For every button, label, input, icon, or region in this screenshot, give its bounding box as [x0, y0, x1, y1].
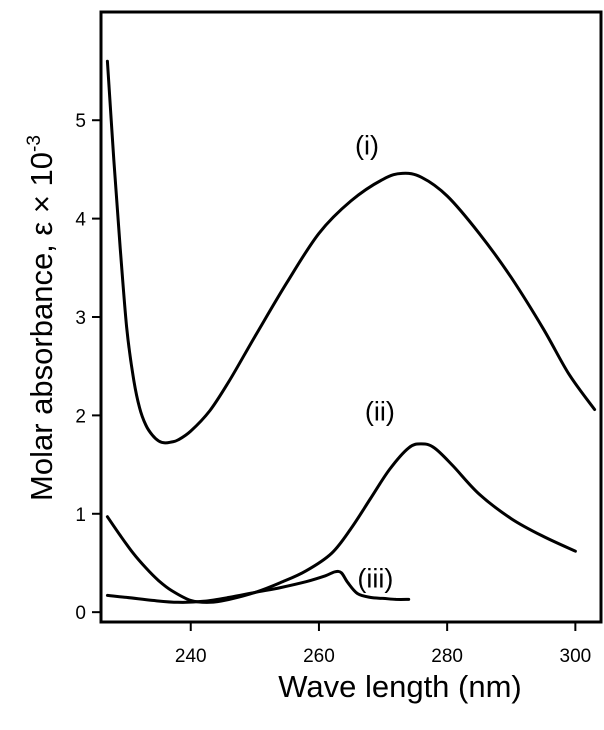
curve-iii: [105, 569, 411, 604]
y-tick-label: 0: [75, 603, 86, 624]
curve-i: [105, 59, 597, 445]
y-tick-label: 2: [75, 406, 86, 427]
curve-group: [105, 59, 597, 604]
x-tick-label: 240: [175, 646, 207, 667]
label-iii: (iii): [357, 564, 393, 594]
x-tick-label: 300: [560, 646, 592, 667]
annotation-group: (i) (ii) (iii): [355, 131, 395, 594]
curve-ii: [105, 442, 577, 604]
x-axis-label: Wave length (nm): [278, 669, 522, 704]
y-tick-label: 1: [75, 505, 86, 526]
y-tick-label: 5: [75, 111, 86, 132]
y-tick-label: 3: [75, 308, 86, 329]
y-axis-label: Molar absorbance, ε × 10-3: [24, 135, 59, 501]
x-tick-label: 280: [431, 646, 463, 667]
label-ii: (ii): [365, 396, 395, 426]
tick-group: 240 260 280 300 0 1 2 3 4 5: [75, 111, 591, 667]
y-tick-label: 4: [75, 210, 86, 231]
x-tick-label: 260: [303, 646, 335, 667]
y-axis-label-exponent: -3: [24, 135, 45, 152]
label-i: (i): [355, 131, 379, 161]
y-axis-label-main: Molar absorbance, ε × 10: [24, 152, 59, 501]
